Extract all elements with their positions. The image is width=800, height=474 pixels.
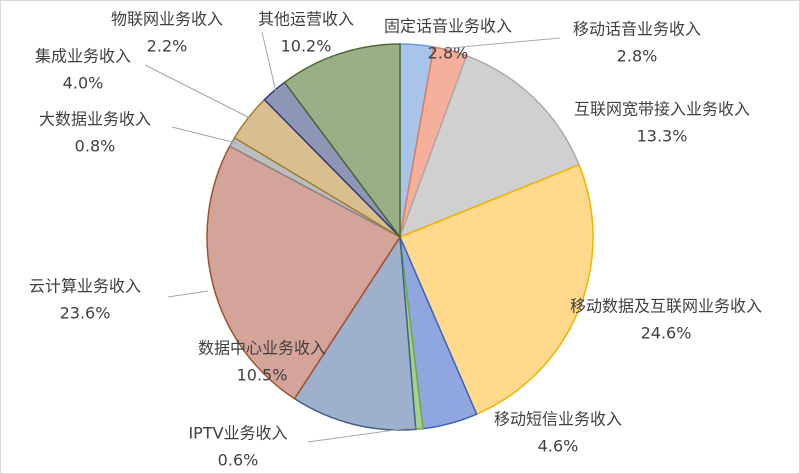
slice-value-label: 13.3% [637,127,688,146]
slice-label: 集成业务收入 [35,47,131,66]
slice-label: 互联网宽带接入业务收入 [574,100,750,119]
slice-label: 数据中心业务收入 [198,339,326,358]
slice-value-label: 4.6% [538,437,579,456]
leader-line [167,290,209,298]
slice-label: IPTV业务收入 [188,424,287,443]
pie-slice [399,163,594,416]
pie-slice [206,145,402,400]
slice-value-label: 2.8% [428,44,469,63]
slice-value-label: 10.2% [281,37,332,56]
slice-label: 移动话音业务收入 [573,20,701,39]
pie-slice [283,43,401,240]
slice-value-label: 4.0% [63,74,104,93]
slice-label: 物联网业务收入 [111,10,223,29]
slice-value-label: 0.8% [75,137,116,156]
leader-line [171,126,237,144]
leader-line [439,37,561,50]
slice-label: 其他运营收入 [258,10,354,29]
leader-line [144,64,251,119]
slice-value-label: 24.6% [641,324,692,343]
slice-label: 移动数据及互联网业务收入 [570,297,762,316]
leader-line [261,31,277,93]
slice-value-label: 0.6% [218,451,259,470]
slice-label: 固定话音业务收入 [384,17,512,36]
slice-value-label: 2.2% [147,37,188,56]
pie-slice [293,234,417,431]
pie-slice [398,54,580,239]
slice-label: 云计算业务收入 [29,277,141,296]
slice-value-label: 2.8% [617,47,658,66]
leader-line [307,426,417,443]
slice-label: 大数据业务收入 [39,110,151,129]
slice-label: 移动短信业务收入 [494,410,622,429]
slice-value-label: 10.5% [237,366,288,385]
slice-value-label: 23.6% [60,304,111,323]
